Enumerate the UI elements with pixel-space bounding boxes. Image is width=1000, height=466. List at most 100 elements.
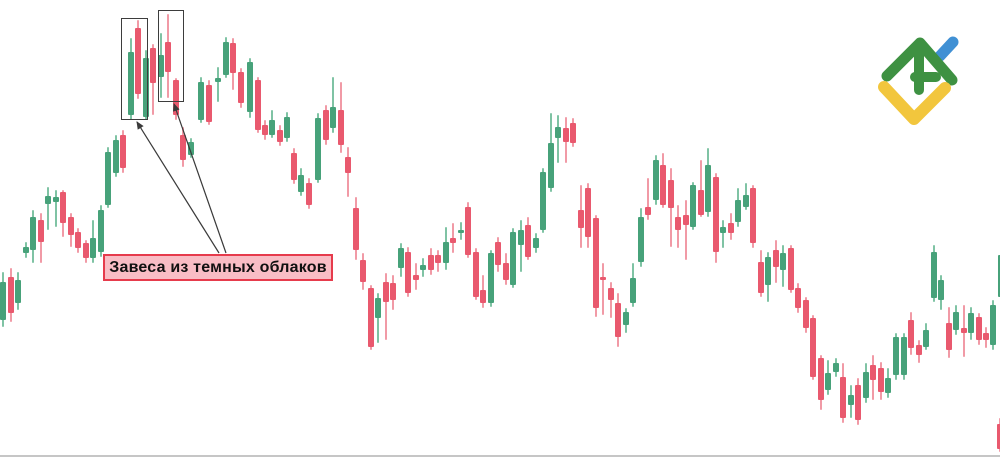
bullish-candle-body (188, 142, 194, 155)
bearish-candle-body (173, 80, 179, 115)
bullish-candle-body (923, 330, 929, 347)
candle-wick (955, 305, 957, 335)
bearish-candle-body (405, 252, 411, 293)
candle-wick (377, 293, 379, 343)
bullish-candle-body (848, 395, 854, 405)
bullish-candle-body (315, 118, 321, 180)
bearish-candle-body (593, 218, 599, 308)
bearish-candle-body (230, 43, 236, 73)
candle-wick (602, 263, 604, 315)
bullish-candle-body (105, 152, 111, 205)
bearish-candle-body (306, 183, 312, 205)
bearish-candle-body (135, 28, 141, 94)
bearish-candle-body (668, 180, 674, 208)
candle-wick (286, 112, 288, 142)
candle-wick (55, 190, 57, 227)
bearish-candle-body (563, 128, 569, 142)
bearish-candle-body (810, 318, 816, 377)
candle-wick (948, 307, 950, 358)
candle-wick (978, 313, 980, 345)
bearish-candle-body (608, 288, 614, 300)
candle-wick (895, 333, 897, 380)
candle-wick (730, 213, 732, 240)
bearish-candle-body (660, 165, 666, 205)
candle-wick (225, 37, 227, 78)
bullish-candle-body (443, 242, 449, 263)
candle-wick (550, 113, 552, 192)
candle-wick (249, 58, 251, 118)
bullish-candle-body (23, 247, 29, 253)
bearish-candle-body (38, 220, 44, 242)
candle-wick (370, 285, 372, 350)
bullish-candle-body (623, 312, 629, 325)
logo-yellow-check-icon (878, 81, 951, 125)
bearish-candle-body (525, 225, 531, 257)
bearish-candle-body (450, 238, 456, 243)
candle-wick (715, 173, 717, 263)
bearish-candle-body (338, 110, 344, 145)
bullish-candle-body (705, 165, 711, 212)
candle-wick (17, 272, 19, 310)
bullish-candle-body (330, 107, 336, 128)
candle-wick (475, 248, 477, 300)
bullish-candle-body (0, 282, 6, 320)
bullish-candle-body (90, 238, 96, 258)
bullish-candle-body (780, 253, 786, 270)
candle-wick (505, 253, 507, 285)
bearish-candle-body (961, 328, 967, 333)
bullish-candle-body (743, 195, 749, 207)
candle-wick (2, 272, 4, 327)
bearish-candle-body (855, 385, 861, 420)
candle-wick (662, 153, 664, 208)
candle-wick (610, 282, 612, 318)
candle-wick (92, 220, 94, 263)
candle-wick (392, 275, 394, 310)
bullish-candle-body (284, 117, 290, 138)
candle-wick (842, 363, 844, 423)
candle-wick (782, 245, 784, 287)
candle-wick (47, 187, 49, 230)
candle-wick (520, 220, 522, 272)
candle-wick (122, 130, 124, 173)
bearish-candle-body (68, 217, 74, 235)
bearish-candle-body (291, 153, 297, 180)
candle-wick (182, 127, 184, 167)
candle-wick (527, 217, 529, 260)
bullish-candle-body (885, 378, 891, 393)
candle-wick (467, 202, 469, 258)
candle-wick (62, 190, 64, 237)
bearish-candle-body (345, 157, 351, 173)
candle-wick (617, 293, 619, 347)
candle-wick (340, 82, 342, 153)
bearish-candle-body (840, 377, 846, 418)
candle-wick (692, 182, 694, 230)
candle-wick (737, 188, 739, 227)
bullish-candle-body (15, 280, 21, 303)
candle-wick (767, 252, 769, 302)
candle-wick (85, 240, 87, 263)
bullish-candle-body (158, 55, 164, 77)
candle-wick (308, 178, 310, 209)
candle-wick (422, 258, 424, 277)
candle-wick (430, 248, 432, 275)
bearish-candle-body (165, 42, 171, 72)
bullish-candle-body (375, 298, 381, 318)
pattern-highlight-box-1 (121, 18, 148, 120)
bearish-candle-body (983, 333, 989, 340)
bearish-candle-body (180, 135, 186, 160)
candle-wick (355, 197, 357, 260)
candle-wick (264, 120, 266, 140)
candle-wick (293, 148, 295, 184)
bearish-candle-body (495, 242, 501, 265)
candle-wick (587, 183, 589, 248)
candle-wick (300, 168, 302, 196)
annotation-arrow-1 (136, 121, 220, 254)
bearish-candle-body (75, 232, 81, 248)
candle-wick (887, 368, 889, 398)
bullish-candle-body (540, 172, 546, 230)
candle-wick (240, 68, 242, 108)
candle-wick (985, 327, 987, 348)
candle-wick (685, 200, 687, 260)
bearish-candle-body (818, 358, 824, 400)
bullish-candle-body (30, 217, 36, 250)
